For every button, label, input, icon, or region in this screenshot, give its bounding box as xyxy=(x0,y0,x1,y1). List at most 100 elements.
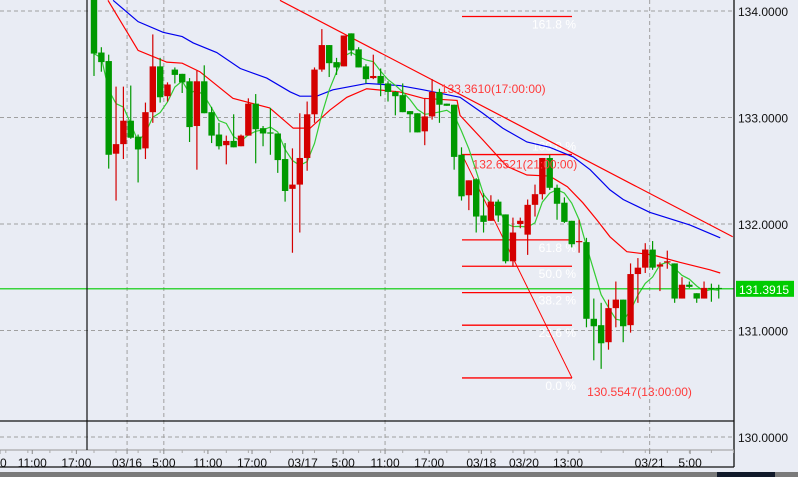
candle-body xyxy=(370,75,377,79)
x-tick-label: 03/21 xyxy=(635,456,665,470)
fib-level-label: 38.2 % xyxy=(539,294,577,308)
candle-body xyxy=(289,184,296,189)
candle-body xyxy=(399,95,406,113)
candle-body xyxy=(142,112,149,149)
x-tick-label: 17:00 xyxy=(237,456,267,470)
candle-body xyxy=(414,113,421,133)
candle-body xyxy=(487,201,495,221)
candle-body xyxy=(553,187,561,204)
candle-body xyxy=(127,120,134,138)
candle-body xyxy=(90,0,98,54)
candle-body xyxy=(458,154,465,197)
candle-body xyxy=(568,220,575,245)
candle-body xyxy=(480,215,487,222)
price-annotation: 130.5547(13:00:00) xyxy=(587,385,692,399)
candle-body xyxy=(406,111,414,115)
trendline xyxy=(279,0,733,238)
candle-body xyxy=(509,232,517,262)
candle-body xyxy=(531,194,539,205)
candle-body xyxy=(355,49,362,68)
candle-body xyxy=(274,133,281,161)
candle-body xyxy=(201,81,208,114)
candle-body xyxy=(700,287,708,299)
horizontal-scrollbar[interactable] xyxy=(0,472,798,477)
scrollbar-track[interactable] xyxy=(0,472,798,477)
chart-frame xyxy=(0,0,735,468)
price-annotation: 133.3610(17:00:00) xyxy=(441,82,546,96)
candle-body xyxy=(634,267,642,275)
candle-body xyxy=(495,201,502,216)
candle-body xyxy=(245,103,252,136)
price-annotations: 133.3610(17:00:00) 132.6521(21:00:00) 130.… xyxy=(441,82,692,399)
candle-body xyxy=(539,157,546,195)
grid-lines xyxy=(0,0,734,450)
x-tick-label: 03/16 xyxy=(112,456,142,470)
x-tick-label: 11:00 xyxy=(18,456,47,470)
candle-body xyxy=(230,140,237,148)
candle-body xyxy=(428,91,436,117)
candle-body xyxy=(333,62,340,68)
candle-body xyxy=(450,104,458,157)
candle-body xyxy=(561,202,568,222)
candle-body xyxy=(311,69,318,115)
price-annotation: 132.6521(21:00:00) xyxy=(473,158,578,172)
x-tick-label: 03/20 xyxy=(509,456,539,470)
candle-body xyxy=(156,66,164,98)
x-tick-label: 17:00 xyxy=(61,456,91,470)
candle-body xyxy=(656,264,664,267)
candle-body xyxy=(223,140,230,146)
x-tick-label: 5:00 xyxy=(152,456,176,470)
candle-body xyxy=(112,144,120,154)
fib-level-label: 0.0 % xyxy=(545,379,576,393)
fib-level-label: 161.8 % xyxy=(532,17,576,31)
candle-body xyxy=(473,179,480,217)
price-axis: 134.0000 133.0000 132.0000 131.0000 130.0000… xyxy=(736,5,794,445)
fibonacci-retracement[interactable]: 161.8 % 100.0 % 61.8 % 50.0 % 38.2 % 23.6 % 0.… xyxy=(461,15,577,393)
y-tick-label: 132.0000 xyxy=(738,218,788,232)
candle-body xyxy=(627,274,634,326)
candle-body xyxy=(303,114,311,158)
fib-level-label: 100.0 % xyxy=(532,140,576,154)
candle-body xyxy=(671,263,678,299)
candle-body xyxy=(120,120,127,145)
candle-body xyxy=(362,66,370,80)
candle-body xyxy=(318,45,326,70)
x-tick-label: 03/18 xyxy=(466,456,496,470)
candle-body xyxy=(186,81,193,128)
candle-body xyxy=(590,318,597,327)
candle-body xyxy=(686,284,693,287)
candle-body xyxy=(340,35,348,67)
candle-body xyxy=(149,66,156,113)
fib-diagonal-line xyxy=(461,154,573,379)
y-tick-label: 134.0000 xyxy=(738,5,788,19)
candle-body xyxy=(583,242,590,319)
candle-body xyxy=(348,33,355,51)
x-tick-label: 0 xyxy=(0,456,7,470)
candle-body xyxy=(259,128,267,134)
candle-body xyxy=(237,135,245,147)
candle-body xyxy=(524,204,531,235)
y-tick-label: 133.0000 xyxy=(738,112,788,126)
candle-body xyxy=(377,75,384,84)
candle-body xyxy=(597,325,605,344)
x-tick-label: 03/17 xyxy=(288,456,318,470)
scrollbar-thumb[interactable] xyxy=(717,472,775,477)
y-tick-label: 130.0000 xyxy=(738,431,788,445)
x-tick-label: 5:00 xyxy=(331,456,355,470)
candle-body xyxy=(664,261,671,263)
candle-body xyxy=(193,81,201,127)
candle-body xyxy=(384,83,392,92)
y-tick-label: 131.0000 xyxy=(738,325,788,339)
candle-body xyxy=(649,249,656,268)
candle-body xyxy=(134,136,142,150)
x-tick-label: 17:00 xyxy=(414,456,444,470)
fib-level-label: 50.0 % xyxy=(539,267,577,281)
candle-body xyxy=(208,112,215,136)
candle-body xyxy=(215,134,223,147)
candle-body xyxy=(105,61,112,155)
candle-body xyxy=(164,84,171,97)
candle-body xyxy=(642,249,649,268)
x-tick-label: 11:00 xyxy=(370,456,399,470)
